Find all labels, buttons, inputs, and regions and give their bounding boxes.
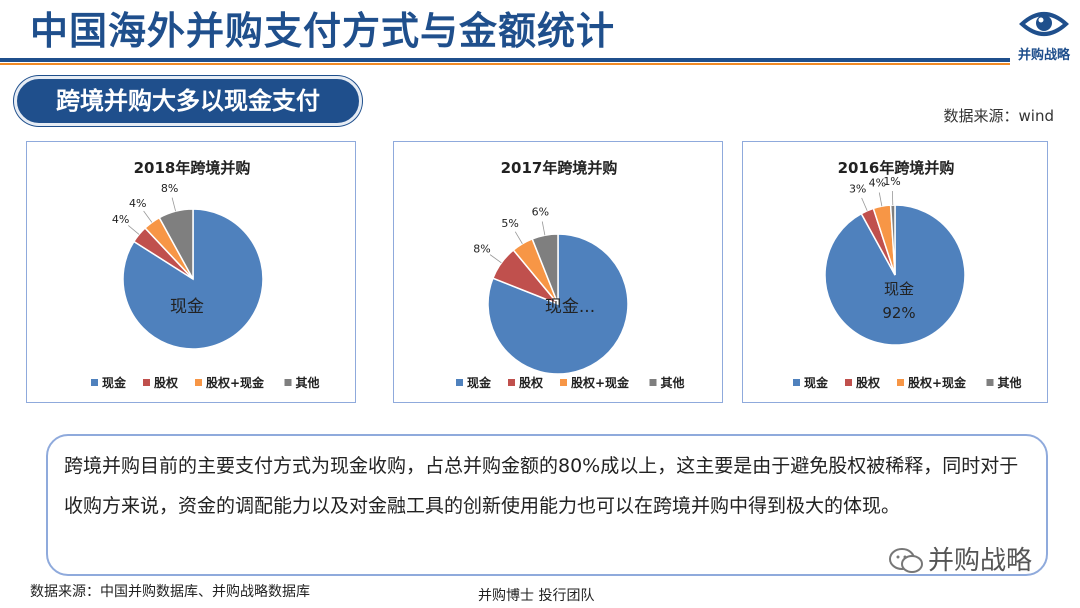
legend-label: 股权 — [519, 375, 544, 390]
leader-line — [143, 210, 153, 223]
slice-data-label: 6% — [532, 206, 549, 219]
pie-chart-2018: 2018年跨境并购 现金 4% 4% 8% 现金 股权 股权+现金 其他 — [26, 141, 356, 403]
legend-swatch — [560, 379, 567, 386]
footer-credit: 并购博士 投行团队 — [478, 588, 595, 604]
leader-line — [128, 225, 140, 235]
title-divider — [0, 58, 1010, 62]
slice-label-main: 现金... — [545, 297, 595, 317]
section-subtitle: 跨境并购大多以现金支付 — [56, 87, 320, 115]
slice-data-label: 1% — [883, 175, 900, 188]
slice-data-label: 8% — [161, 182, 178, 195]
brand-logo: 并购战略 — [1012, 6, 1076, 64]
logo-text: 并购战略 — [1017, 48, 1070, 63]
pie-chart-2016: 2016年跨境并购现金 92% 3% 4% 1% 现金 股权 股权+现金 其他 — [742, 141, 1048, 403]
legend-label: 现金 — [102, 375, 127, 390]
chart-title: 2018年跨境并购 — [134, 159, 251, 177]
legend-swatch — [845, 379, 852, 386]
legend-label: 股权 — [154, 375, 179, 390]
pie-chart-2017: 2017年跨境并购现金... 8% 5% 6% 现金 股权 股权+现金 其他 — [393, 141, 723, 403]
summary-note-text: 跨境并购目前的主要支付方式为现金收购，占总并购金额的80%成以上，这主要是由于避… — [64, 455, 1019, 517]
section-subtitle-banner: 跨境并购大多以现金支付 — [14, 76, 362, 126]
eye-icon — [1019, 12, 1069, 36]
legend-label: 股权+现金 — [571, 375, 630, 390]
data-source-label: 数据来源：wind — [943, 107, 1054, 125]
legend-label: 其他 — [998, 375, 1022, 390]
summary-note-box: 跨境并购目前的主要支付方式为现金收购，占总并购金额的80%成以上，这主要是由于避… — [46, 434, 1048, 576]
legend-label: 其他 — [296, 375, 320, 390]
legend-label: 股权+现金 — [908, 375, 967, 390]
legend-swatch — [986, 379, 994, 386]
legend-label: 股权 — [856, 375, 881, 390]
legend-label: 股权+现金 — [206, 375, 265, 390]
legend-swatch — [143, 379, 150, 386]
page-title: 中国海外并购支付方式与金额统计 — [30, 9, 616, 53]
legend-label: 现金 — [804, 375, 829, 390]
legend-swatch — [456, 379, 463, 386]
legend-swatch — [508, 379, 515, 386]
leader-line — [489, 254, 502, 264]
chart-title: 2017年跨境并购 — [501, 159, 618, 177]
title-accent-divider — [0, 63, 1010, 65]
data-source-footnote: 数据来源：中国并购数据库、并购战略数据库 — [30, 584, 310, 600]
slice-data-label: 4% — [129, 197, 146, 210]
watermark-text: 并购战略 — [928, 546, 1033, 576]
slice-data-label: 3% — [849, 183, 866, 196]
legend-swatch — [91, 379, 98, 386]
chart-title: 2016年跨境并购 — [838, 159, 955, 177]
legend-swatch — [793, 379, 800, 386]
slice-data-label: 5% — [501, 217, 518, 230]
wechat-icon — [889, 548, 923, 573]
slice-data-label: 4% — [869, 177, 886, 190]
leader-line — [541, 221, 546, 236]
leader-line — [878, 192, 883, 207]
slice-label-main: 现金 — [170, 297, 204, 317]
slice-data-label: 8% — [473, 243, 490, 256]
slice-label-main: 现金 92% — [882, 280, 915, 322]
legend-swatch — [649, 379, 657, 386]
legend-swatch — [284, 379, 292, 386]
leader-line — [514, 231, 523, 244]
legend-swatch — [897, 379, 904, 386]
leader-line — [861, 197, 868, 211]
legend-swatch — [195, 379, 202, 386]
slice-data-label: 4% — [112, 213, 129, 226]
leader-line — [171, 197, 176, 212]
legend-label: 现金 — [467, 375, 492, 390]
legend-label: 其他 — [661, 375, 685, 390]
